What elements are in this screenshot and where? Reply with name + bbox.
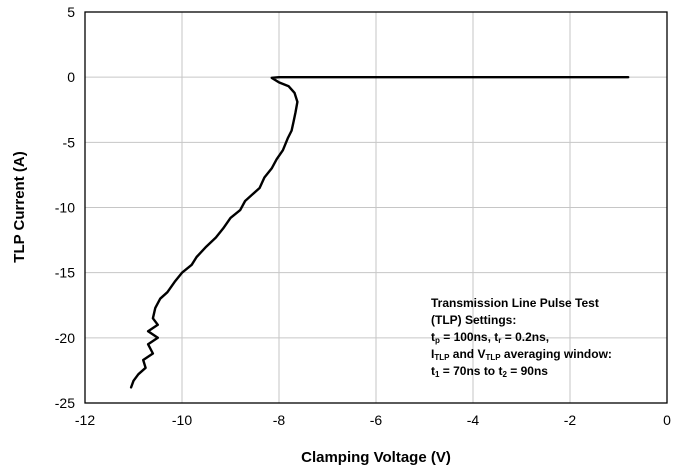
settings-annotation: Transmission Line Pulse Test (TLP) Settin… — [431, 295, 661, 380]
plot-area — [84, 11, 668, 404]
y-tick-label: 5 — [67, 4, 75, 20]
y-tick-label: -10 — [55, 200, 75, 216]
x-tick-label: -2 — [564, 412, 577, 428]
x-tick-label: -10 — [172, 412, 192, 428]
annotation-line: t1 = 70ns to t2 = 90ns — [431, 364, 548, 379]
y-tick-label: 0 — [67, 69, 75, 85]
x-tick-label: -4 — [467, 412, 480, 428]
x-tick-label: -12 — [75, 412, 95, 428]
series-line — [129, 76, 630, 389]
y-tick-label: -15 — [55, 265, 75, 281]
y-axis-title: TLP Current (A) — [11, 151, 28, 262]
x-tick-labels: -12 -10 -8 -6 -4 -2 0 — [75, 412, 671, 428]
x-tick-label: 0 — [663, 412, 671, 428]
x-axis-title: Clamping Voltage (V) — [301, 449, 451, 466]
annotation-line: ITLP and VTLP averaging window: — [431, 347, 612, 362]
x-tick-label: -8 — [273, 412, 286, 428]
annotation-line: tp = 100ns, tr = 0.2ns, — [431, 330, 550, 345]
x-tick-label: -6 — [370, 412, 383, 428]
y-tick-label: -25 — [55, 395, 75, 411]
annotation-line: (TLP) Settings: — [431, 313, 517, 327]
y-tick-label: -20 — [55, 330, 75, 346]
annotation-line: Transmission Line Pulse Test — [431, 296, 599, 310]
series-group — [129, 76, 630, 389]
y-tick-labels: 5 0 -5 -10 -15 -20 -25 — [55, 4, 75, 411]
y-tick-label: -5 — [63, 134, 76, 150]
